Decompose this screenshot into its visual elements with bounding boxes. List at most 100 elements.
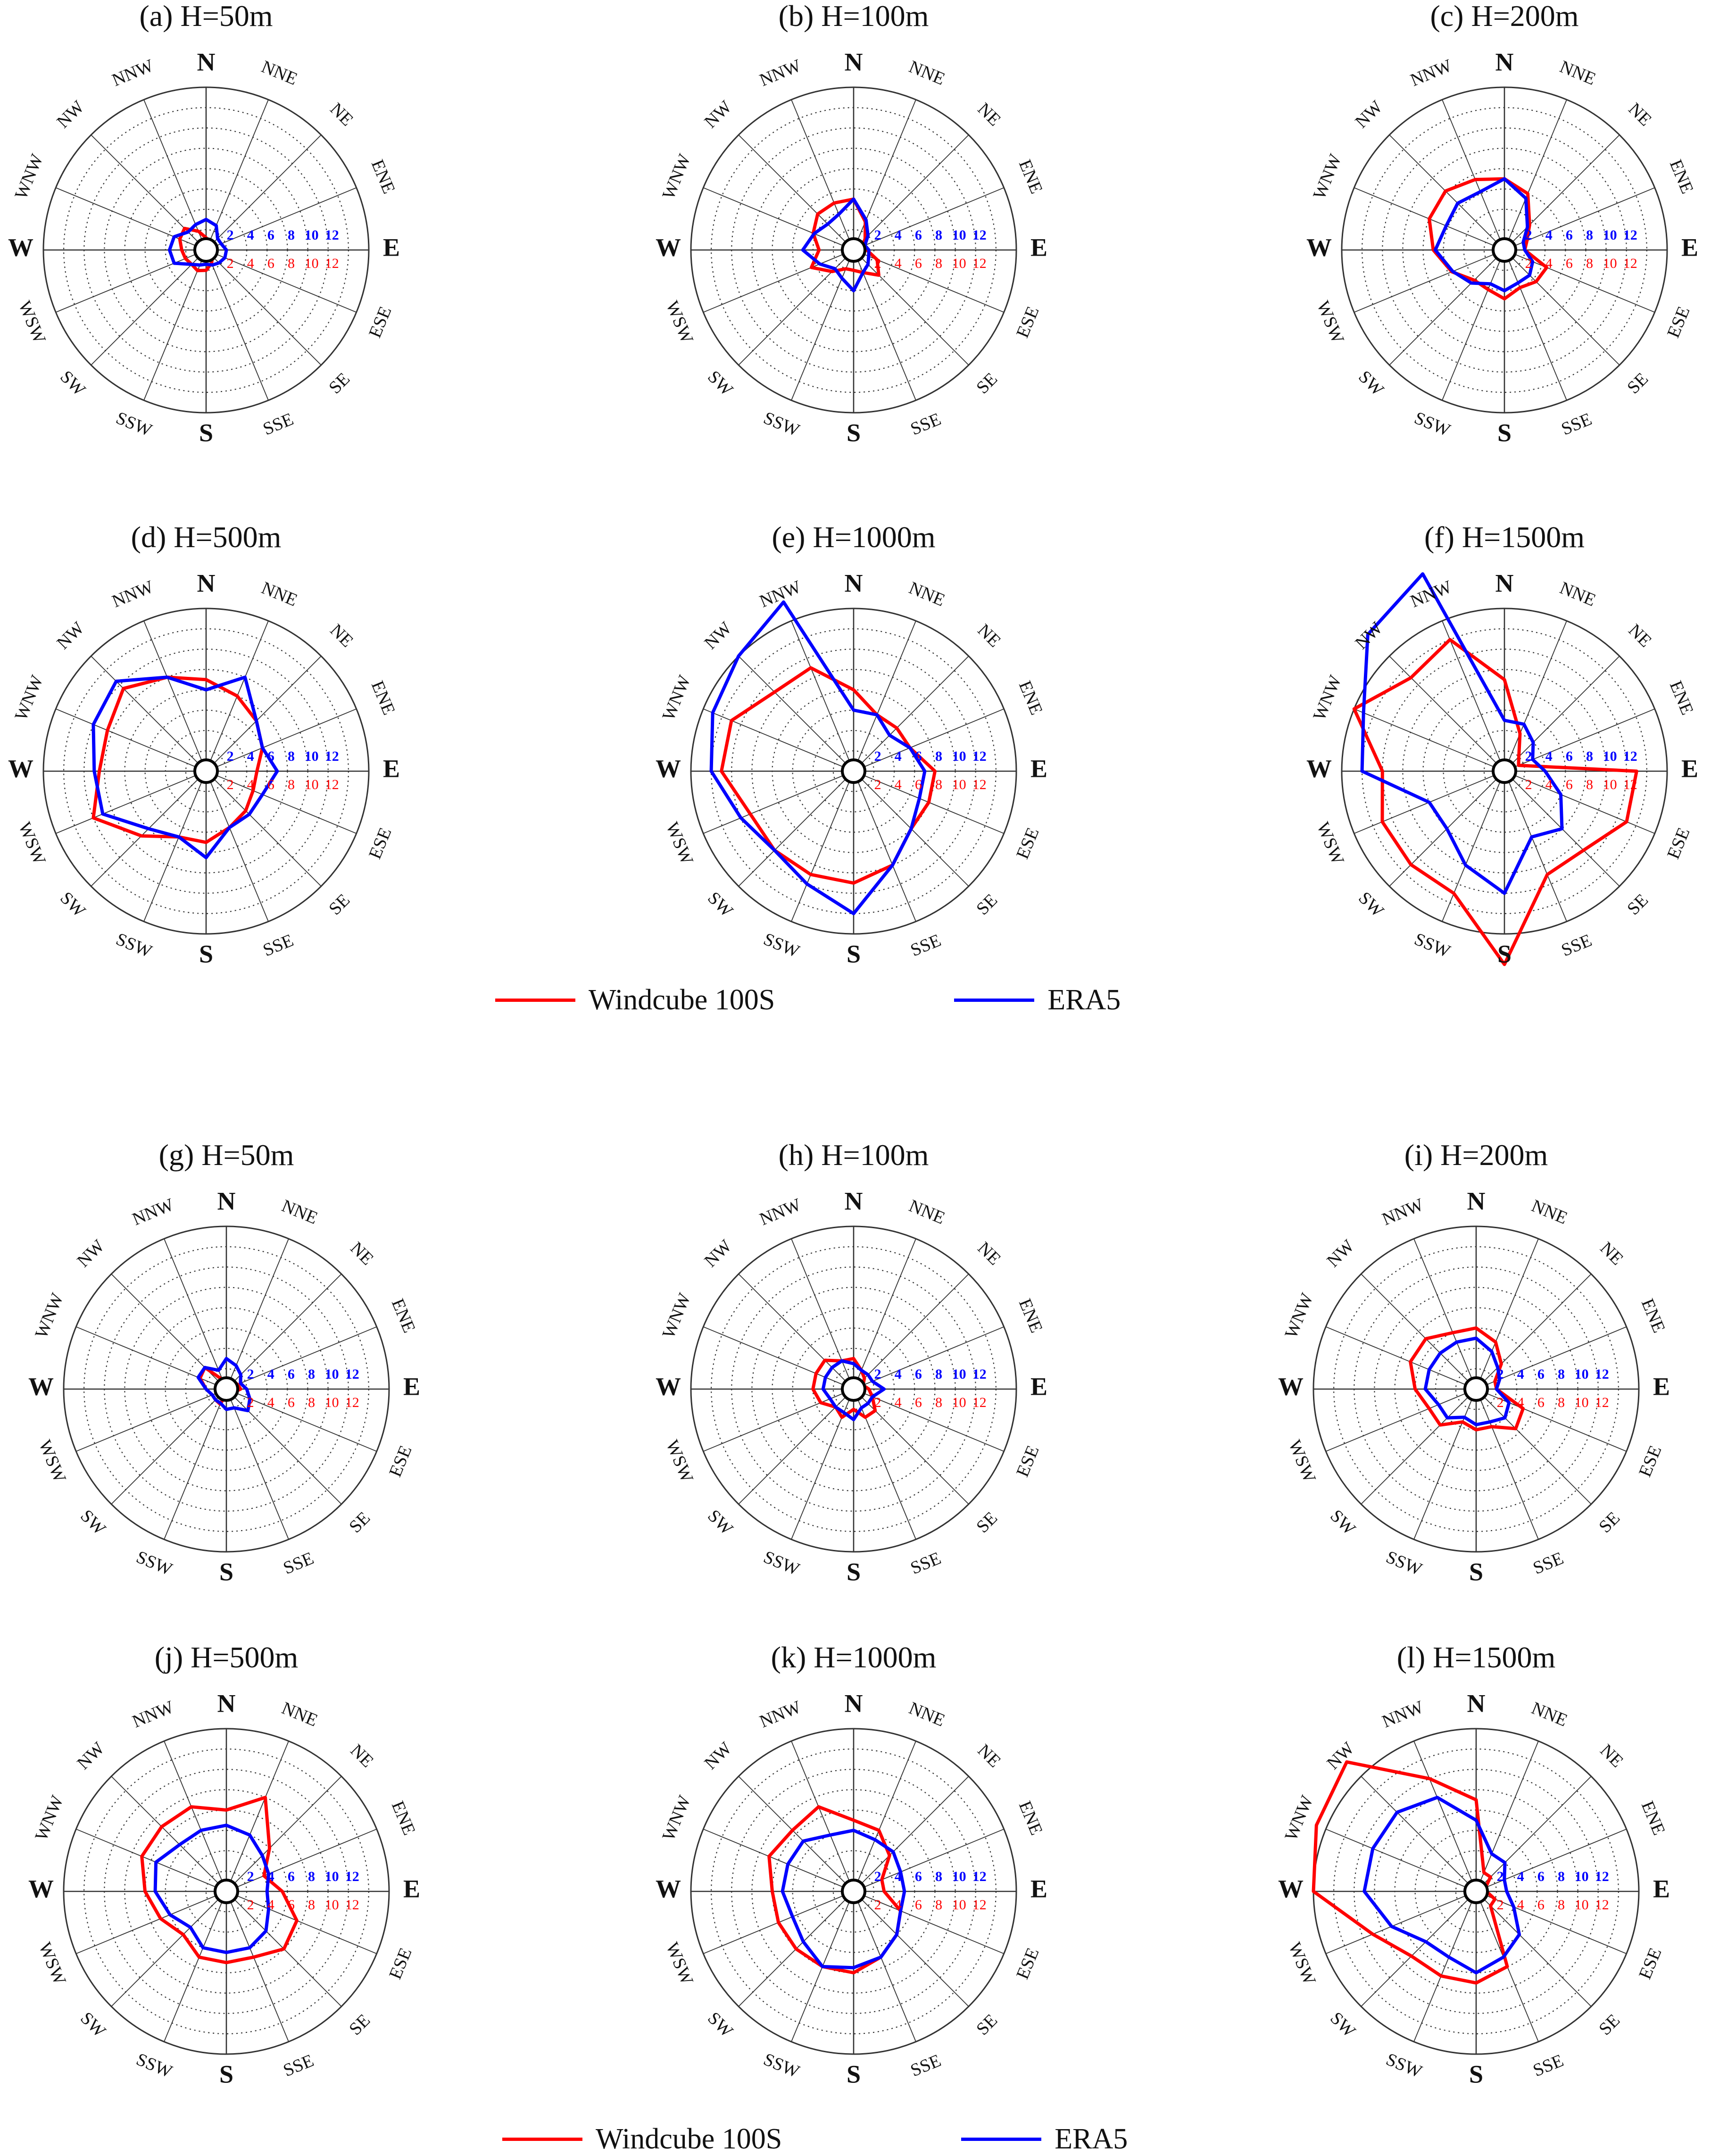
direction-label: S — [199, 940, 213, 968]
direction-label: SSW — [133, 1547, 175, 1580]
direction-label: ESE — [385, 1945, 416, 1982]
direction-label: SW — [56, 888, 89, 921]
spoke-line — [1504, 250, 1567, 401]
radial-tick-label-windcube: 8 — [1586, 777, 1593, 792]
direction-label: E — [403, 1874, 420, 1903]
spoke-line — [143, 99, 207, 250]
spoke-line — [226, 1891, 289, 2042]
legend-label-era5: ERA5 — [1055, 2123, 1128, 2155]
direction-label: SE — [1623, 890, 1652, 919]
spoke-line — [1325, 1829, 1477, 1892]
direction-label: ESE — [1663, 825, 1694, 862]
direction-label: SSE — [1530, 2050, 1567, 2081]
legend-item-windcube: Windcube 100S — [502, 2123, 782, 2156]
spoke-line — [1442, 250, 1505, 401]
radial-tick-label-era5: 4 — [267, 1366, 274, 1382]
direction-label: ENE — [1015, 1798, 1047, 1838]
direction-label: S — [1469, 2060, 1483, 2088]
radial-tick-label-windcube: 6 — [1537, 1395, 1545, 1410]
direction-label: NNE — [258, 578, 300, 610]
spoke-line — [1504, 99, 1567, 250]
direction-label: S — [1469, 1557, 1483, 1586]
radial-tick-label-windcube: 2 — [874, 256, 881, 271]
radial-tick-label-windcube: 8 — [288, 777, 295, 792]
radial-tick-label-era5: 8 — [935, 1366, 942, 1382]
direction-label: W — [8, 754, 33, 782]
radial-tick-label-windcube: 8 — [308, 1395, 315, 1410]
spoke-line — [1504, 187, 1655, 250]
radial-tick-label-era5: 2 — [1525, 749, 1532, 764]
spoke-line — [1389, 250, 1505, 366]
spoke-line — [703, 771, 854, 834]
spoke-line — [738, 771, 854, 887]
series-windcube-line — [1352, 638, 1638, 966]
radial-tick-label-windcube: 2 — [1525, 777, 1532, 792]
radial-tick-label-windcube: 2 — [227, 256, 234, 271]
radial-tick-label-era5: 10 — [952, 1366, 966, 1382]
radial-tick-label-windcube: 4 — [1545, 777, 1553, 792]
series-era5-line — [196, 1357, 252, 1413]
direction-label: SW — [1326, 2008, 1359, 2041]
radial-tick-label-windcube: 8 — [935, 256, 942, 271]
radial-tick-label-era5: 12 — [1595, 1869, 1609, 1884]
spoke-line — [1476, 1740, 1539, 1892]
wind-rose-panel: 2 24 46 68 8 10 10 12 12 N NNE NE ENE E ESE SE SSE S SSW SW… — [1278, 1138, 1670, 1586]
panel-title: (e) H=1000m — [772, 520, 935, 554]
direction-label: SW — [56, 367, 89, 400]
radial-tick-label-era5: 12 — [1623, 227, 1637, 243]
direction-label: SSE — [1559, 930, 1595, 960]
radial-tick-label-windcube: 8 — [308, 1897, 315, 1913]
direction-label: SSE — [281, 1548, 317, 1578]
radial-tick-label-era5: 2 — [874, 227, 881, 243]
radial-tick-label-era5: 12 — [1595, 1366, 1609, 1382]
center-circle — [841, 1879, 866, 1904]
direction-label: SSW — [1412, 929, 1453, 962]
radial-tick-label-era5: 2 — [1525, 227, 1532, 243]
spoke-line — [853, 1891, 969, 2007]
direction-label: WSW — [15, 298, 50, 346]
radial-tick-label-era5: 12 — [345, 1869, 359, 1884]
center-circle — [841, 1376, 866, 1402]
panel-title: (d) H=500m — [131, 520, 282, 554]
spoke-line — [206, 250, 322, 366]
direction-label: WNW — [31, 1793, 67, 1844]
radial-tick-label-windcube: 4 — [1517, 1395, 1524, 1410]
direction-label: W — [656, 233, 681, 261]
direction-label: ESE — [1013, 1443, 1043, 1480]
spoke-line — [91, 656, 207, 772]
direction-label: NNE — [906, 1196, 947, 1228]
direction-label: ENE — [388, 1296, 419, 1335]
spoke-line — [1442, 620, 1505, 772]
legend-item-windcube: Windcube 100S — [495, 983, 775, 1017]
radial-tick-label-windcube: 6 — [1566, 256, 1573, 271]
spoke-line — [1504, 771, 1567, 922]
direction-label: ENE — [1015, 157, 1047, 196]
direction-label: S — [1497, 940, 1512, 968]
direction-label: ESE — [365, 825, 396, 862]
radial-tick-label-era5: 12 — [345, 1366, 359, 1382]
radial-tick-label-windcube: 10 — [1575, 1897, 1589, 1913]
direction-label: NW — [700, 97, 736, 132]
spoke-line — [1504, 250, 1620, 366]
spoke-line — [164, 1740, 227, 1892]
direction-label: ESE — [1663, 304, 1694, 341]
direction-label: NNW — [109, 56, 157, 91]
direction-label: WNW — [11, 151, 47, 202]
direction-label: NE — [974, 1238, 1005, 1269]
spoke-line — [853, 1829, 1005, 1892]
radial-tick-label-era5: 4 — [1545, 749, 1553, 764]
direction-label: ENE — [367, 678, 399, 717]
center-circle — [1463, 1376, 1489, 1402]
spoke-line — [1476, 1389, 1592, 1505]
spoke-line — [853, 99, 916, 250]
spoke-line — [703, 1389, 854, 1452]
legend-swatch-era5 — [954, 999, 1035, 1002]
radial-tick-label-era5: 8 — [1586, 227, 1593, 243]
direction-label: NE — [1596, 1740, 1628, 1772]
center-circle — [214, 1376, 239, 1402]
direction-label: SE — [1595, 1508, 1624, 1537]
legend-top: Windcube 100S ERA5 — [495, 983, 1300, 1017]
direction-label: NE — [1625, 99, 1656, 130]
direction-label: NNW — [130, 1195, 177, 1230]
radial-tick-label-era5: 6 — [915, 227, 922, 243]
